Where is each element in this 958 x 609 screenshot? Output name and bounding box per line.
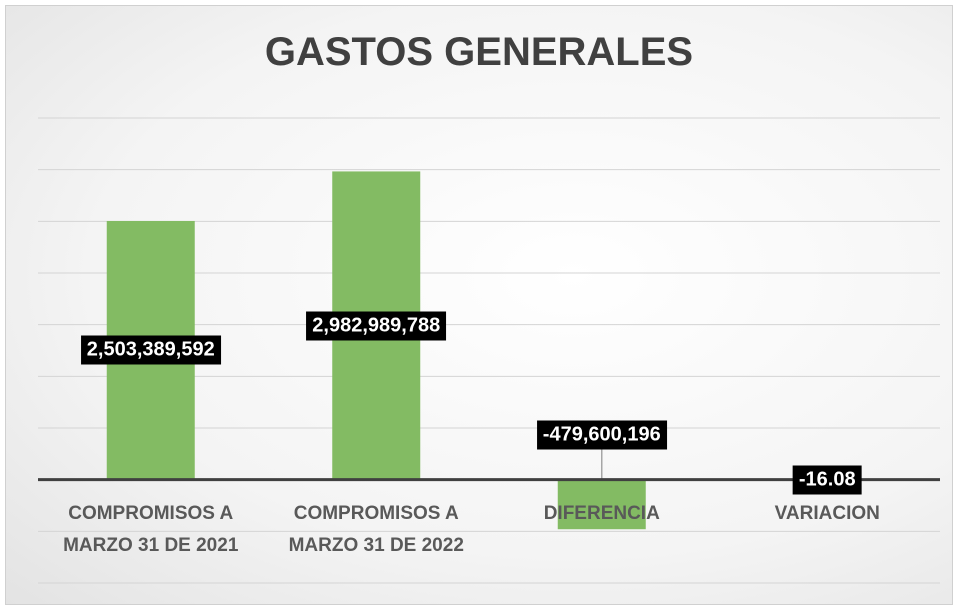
chart-title: GASTOS GENERALES xyxy=(264,30,694,74)
data-label: -16.08 xyxy=(792,465,862,495)
x-tick-label: DIFERENCIA xyxy=(543,502,660,524)
data-label: -479,600,196 xyxy=(536,420,667,450)
bar xyxy=(557,479,646,530)
x-tick-label: COMPROMISOS A MARZO 31 DE 2021 xyxy=(63,502,239,556)
x-tick-label: COMPROMISOS A MARZO 31 DE 2022 xyxy=(288,502,464,556)
x-tick-label: VARIACION xyxy=(774,502,880,524)
data-label: 2,503,389,592 xyxy=(80,335,221,365)
data-label: 2,982,989,788 xyxy=(306,311,447,341)
